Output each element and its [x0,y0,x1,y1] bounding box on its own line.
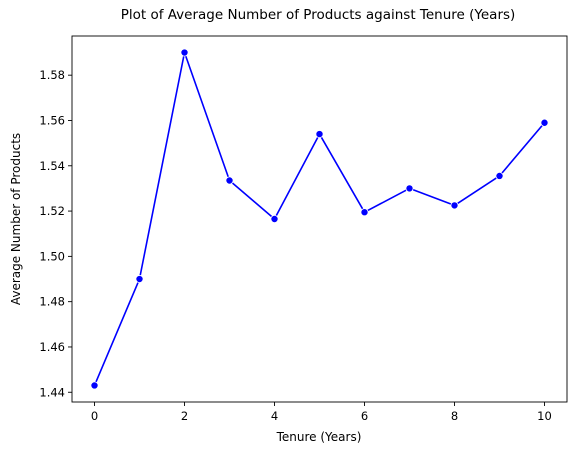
chart-title: Plot of Average Number of Products again… [121,7,516,23]
data-point [315,130,324,139]
data-point [135,275,144,284]
data-point [90,381,99,390]
x-tick-label: 6 [361,409,368,423]
data-point [225,176,234,185]
series-line [93,51,546,386]
x-tick-label: 10 [537,409,552,423]
axis-ticks: 0 2 4 6 8 10 1.44 1.46 1.48 1.50 1.52 1.54 1.56 1.58 [39,68,551,423]
data-point [495,171,504,180]
data-point [540,118,549,127]
y-tick-label: 1.44 [39,385,65,399]
data-points [90,48,549,390]
x-axis-label: Tenure (Years) [276,430,362,444]
x-tick-label: 0 [91,409,98,423]
data-point [270,214,279,223]
y-tick-label: 1.52 [39,204,65,218]
x-tick-label: 4 [271,409,278,423]
y-tick-label: 1.46 [39,340,65,354]
data-point [180,48,189,57]
plot-frame [71,35,568,403]
data-point [450,201,459,210]
x-tick-label: 8 [451,409,458,423]
y-tick-label: 1.50 [39,249,65,263]
x-tick-label: 2 [181,409,188,423]
y-tick-label: 1.58 [39,68,65,82]
data-point [405,184,414,193]
y-tick-label: 1.48 [39,295,65,309]
y-tick-label: 1.56 [39,113,65,127]
y-tick-label: 1.54 [39,159,65,173]
y-axis-label: Average Number of Products [9,133,23,305]
data-point [360,208,369,217]
